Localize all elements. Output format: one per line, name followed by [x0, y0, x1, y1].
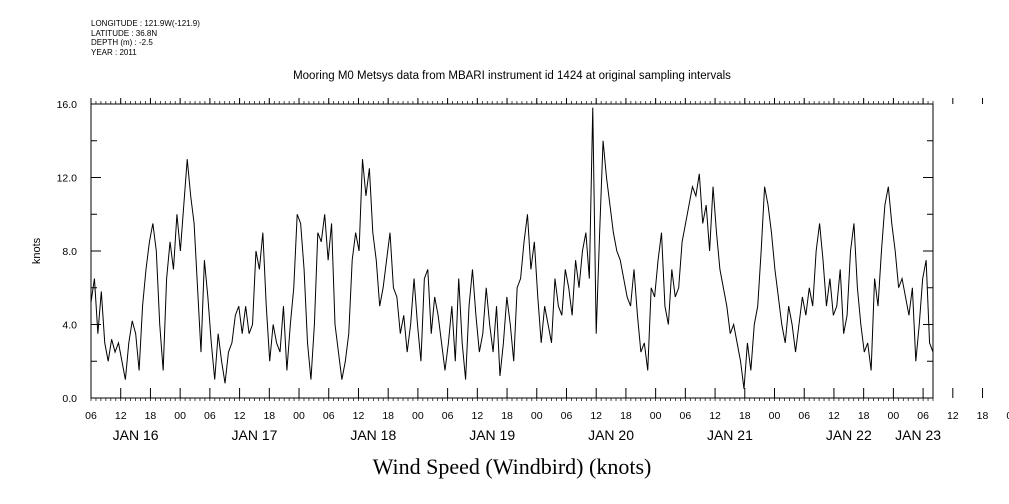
plot-frame	[90, 103, 934, 399]
x-tick-label: 06	[561, 410, 573, 422]
x-tick-label: 12	[709, 410, 721, 422]
x-tick-label: 12	[471, 410, 483, 422]
x-tick-label: 12	[947, 410, 959, 422]
series-line-wind-speed	[90, 107, 934, 389]
x-tick-label: 00	[1006, 410, 1009, 422]
x-tick-label: 18	[858, 410, 870, 422]
x-tick-label: 12	[353, 410, 365, 422]
x-tick-label: 00	[412, 410, 424, 422]
x-tick-label: 06	[85, 410, 97, 422]
x-tick-label: 00	[888, 410, 900, 422]
x-tick-label: 12	[590, 410, 602, 422]
y-tick-label: 8.0	[62, 246, 77, 258]
x-axis: 06 12 18 00 06 12 18 00 06 12 18 00 06 12 18 00 06 12 18 00…	[85, 98, 1009, 443]
x-day-label: JAN 22	[826, 427, 872, 443]
x-day-label: JAN 21	[707, 427, 753, 443]
x-tick-label: 00	[531, 410, 543, 422]
x-tick-label: 00	[174, 410, 186, 422]
y-tick-label: 4.0	[62, 320, 77, 332]
x-tick-label: 00	[769, 410, 781, 422]
chart-title: Mooring M0 Metsys data from MBARI instru…	[293, 70, 731, 82]
x-tick-label: 12	[234, 410, 246, 422]
x-tick-label: 06	[323, 410, 335, 422]
x-tick-label: 12	[115, 410, 127, 422]
x-tick-label: 06	[680, 410, 692, 422]
series-group	[90, 107, 934, 389]
x-day-label: JAN 19	[469, 427, 515, 443]
metadata-longitude: LONGITUDE : 121.9W(-121.9)	[91, 19, 200, 28]
x-day-label: JAN 18	[350, 427, 396, 443]
x-day-label: JAN 23	[895, 427, 941, 443]
x-day-label: JAN 20	[588, 427, 634, 443]
metadata-latitude: LATITUDE : 36.8N	[91, 28, 158, 38]
x-tick-label: 18	[382, 410, 394, 422]
x-tick-label: 06	[917, 410, 929, 422]
x-axis-label: Wind Speed (Windbird) (knots)	[373, 454, 652, 479]
x-tick-label: 00	[650, 410, 662, 422]
x-tick-label: 18	[145, 410, 157, 422]
x-tick-label: 06	[204, 410, 216, 422]
metadata-depth: DEPTH (m) : -2.5	[91, 38, 153, 47]
x-tick-label: 18	[620, 410, 632, 422]
y-tick-label: 0.0	[62, 393, 77, 405]
x-tick-label: 18	[739, 410, 751, 422]
x-tick-label: 12	[828, 410, 840, 422]
x-tick-label: 18	[263, 410, 275, 422]
y-tick-label: 16.0	[57, 99, 78, 111]
metadata-block: LONGITUDE : 121.9W(-121.9) LATITUDE : 36…	[91, 19, 200, 57]
x-tick-label: 06	[798, 410, 810, 422]
x-tick-label: 18	[501, 410, 513, 422]
metadata-year: YEAR : 2011	[91, 47, 137, 57]
minor-ticks	[90, 101, 934, 401]
x-day-label: JAN 17	[231, 427, 277, 443]
x-tick-label: 18	[977, 410, 989, 422]
y-axis-label: knots	[31, 237, 43, 264]
x-tick-label: 06	[442, 410, 454, 422]
x-day-label: JAN 16	[113, 427, 159, 443]
x-tick-label: 00	[293, 410, 305, 422]
y-axis: 0.0 4.0 8.0 12.0 16.0	[57, 99, 933, 405]
y-tick-label: 12.0	[57, 173, 78, 185]
